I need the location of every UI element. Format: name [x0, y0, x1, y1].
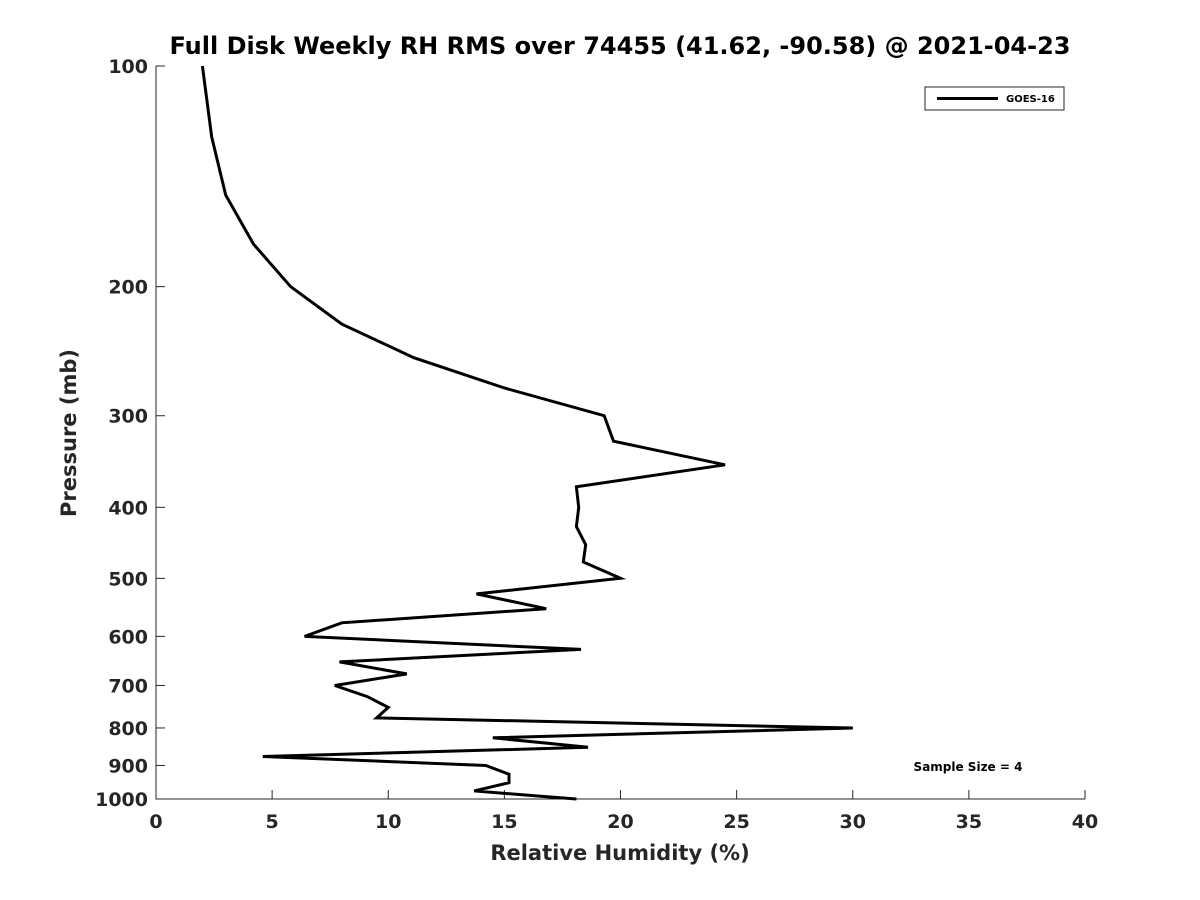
x-tick-label: 15	[491, 811, 517, 833]
y-tick-label: 800	[108, 718, 148, 740]
sample-size-annotation: Sample Size = 4	[914, 760, 1023, 774]
y-tick-label: 900	[108, 755, 148, 777]
y-tick-label: 200	[108, 277, 148, 299]
x-tick-label: 25	[723, 811, 749, 833]
y-tick-label: 400	[108, 497, 148, 519]
y-tick-label: 500	[108, 568, 148, 590]
x-tick-label: 35	[956, 811, 982, 833]
y-tick-label: 600	[108, 626, 148, 648]
legend-entry-goes16: GOES-16	[1006, 94, 1055, 105]
x-tick-label: 5	[266, 811, 279, 833]
chart-title: Full Disk Weekly RH RMS over 74455 (41.6…	[169, 32, 1070, 60]
y-tick-label: 100	[108, 56, 148, 78]
y-tick-label: 1000	[95, 789, 148, 811]
x-tick-label: 40	[1072, 811, 1098, 833]
y-axis-ticks: 100 200 300 400 500 600 700 800 900 1000	[95, 56, 165, 811]
x-axis-ticks: 0 5 10 15 20 25 30 35 40	[149, 790, 1098, 833]
x-tick-label: 20	[607, 811, 633, 833]
x-tick-label: 30	[840, 811, 866, 833]
y-axis-label: Pressure (mb)	[57, 349, 81, 517]
y-tick-label: 700	[108, 675, 148, 697]
series-line-goes-16	[200, 65, 853, 801]
legend: GOES-16	[924, 86, 1065, 111]
series-layer	[200, 65, 853, 801]
x-tick-label: 0	[149, 811, 162, 833]
x-axis-label: Relative Humidity (%)	[490, 841, 749, 865]
axis-lines	[155, 66, 1085, 800]
y-tick-label: 300	[108, 406, 148, 428]
x-tick-label: 10	[375, 811, 401, 833]
